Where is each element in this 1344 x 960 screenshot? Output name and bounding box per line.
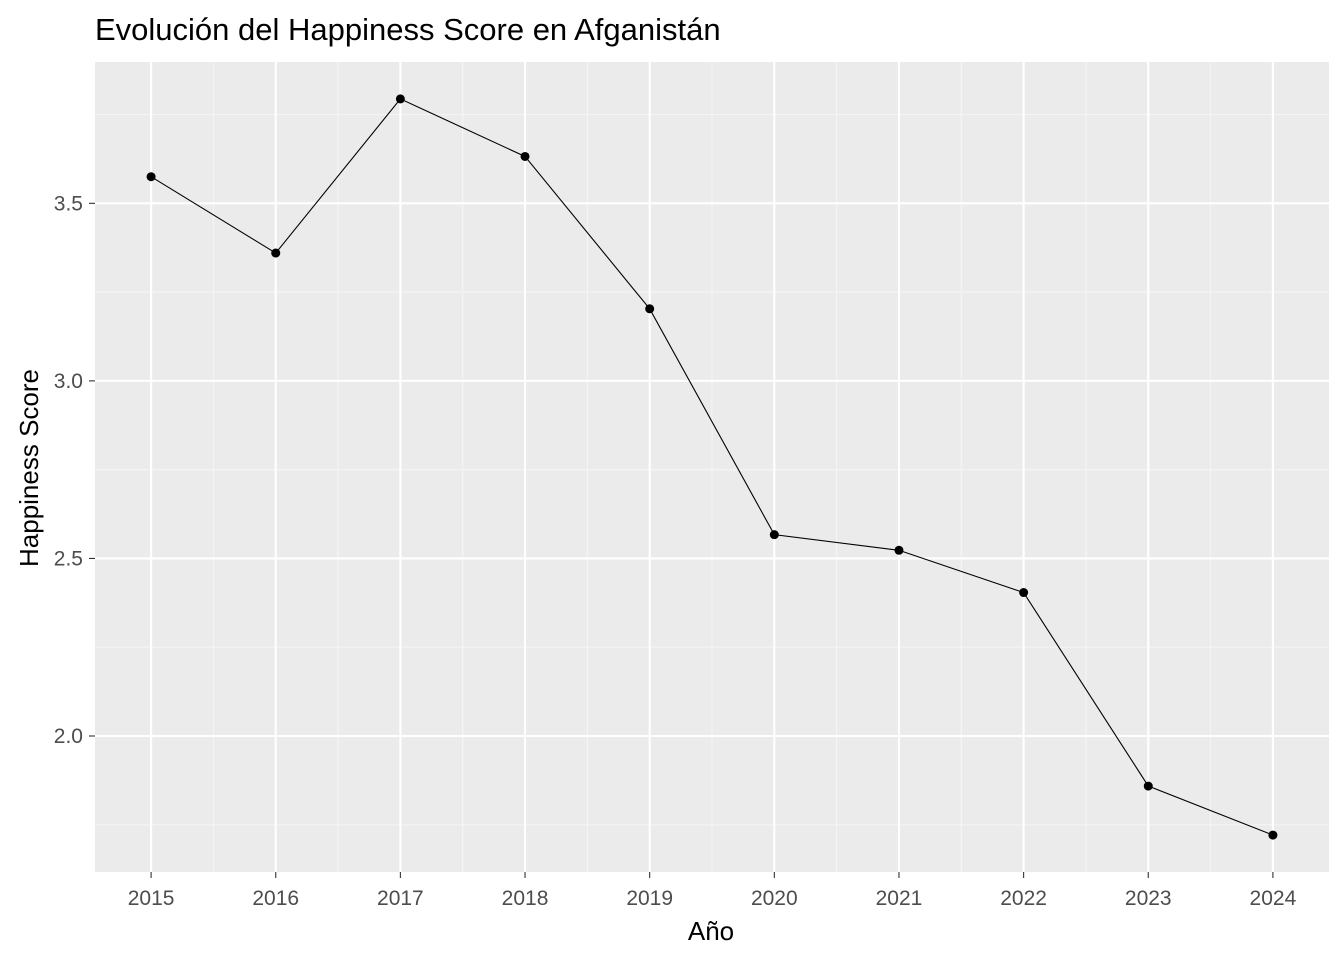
y-tick-label: 2.0 <box>54 725 83 748</box>
y-tick-label: 3.5 <box>54 192 83 215</box>
x-tick-label: 2020 <box>751 887 798 910</box>
x-tick-label: 2015 <box>128 887 175 910</box>
chart-title: Evolución del Happiness Score en Afganis… <box>95 12 721 47</box>
minor-gridlines <box>95 62 1329 872</box>
x-tick-label: 2018 <box>502 887 549 910</box>
data-point <box>146 172 156 182</box>
y-axis-title: Happiness Score <box>14 369 44 567</box>
x-axis-title: Año <box>688 916 734 946</box>
data-point <box>520 151 530 161</box>
x-tick-label: 2023 <box>1125 887 1172 910</box>
y-tick-label: 2.5 <box>54 547 83 570</box>
data-point <box>769 530 779 540</box>
major-gridlines <box>95 62 1329 872</box>
x-tick-label: 2016 <box>252 887 299 910</box>
y-axis: 2.0 2.5 3.0 3.5 <box>54 192 95 748</box>
series-happiness-score <box>146 94 1278 840</box>
x-tick-label: 2021 <box>876 887 923 910</box>
plot-panel <box>95 62 1329 872</box>
data-point <box>1268 830 1278 840</box>
data-point <box>645 304 655 314</box>
x-tick-label: 2019 <box>626 887 673 910</box>
x-tick-label: 2017 <box>377 887 424 910</box>
y-tick-label: 3.0 <box>54 370 83 393</box>
data-point <box>271 248 281 258</box>
data-point <box>395 94 405 104</box>
data-point <box>1019 588 1029 598</box>
x-tick-label: 2024 <box>1250 887 1297 910</box>
data-point <box>1143 781 1153 791</box>
data-point <box>894 545 904 555</box>
series-line <box>150 98 1274 836</box>
x-axis: 2015 2016 2017 2018 2019 2020 2021 2022 2023 2024 <box>128 872 1297 910</box>
x-tick-label: 2022 <box>1000 887 1047 910</box>
